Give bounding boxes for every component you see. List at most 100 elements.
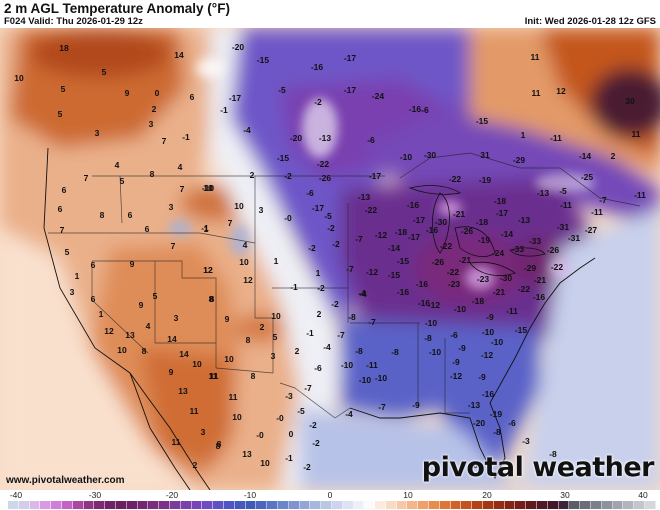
anomaly-value-label: -16 — [406, 199, 420, 210]
anomaly-value-label: -17 — [228, 92, 242, 103]
anomaly-value-label: -20 — [231, 41, 245, 52]
colorbar-swatch — [634, 501, 646, 509]
anomaly-value-label: -4 — [358, 287, 366, 298]
anomaly-value-label: 12 — [243, 274, 253, 285]
anomaly-value-label: -13 — [357, 191, 371, 202]
anomaly-value-label: -10 — [374, 372, 388, 383]
colorbar-swatch — [245, 501, 257, 509]
anomaly-value-label: -31 — [556, 221, 570, 232]
anomaly-value-label: 3 — [173, 312, 179, 323]
anomaly-value-label: -33 — [511, 243, 525, 254]
colorbar-swatch — [547, 501, 559, 509]
colorbar-tick-label: -40 — [9, 490, 23, 500]
anomaly-value-label: -7 — [346, 263, 354, 274]
anomaly-value-label: 7 — [83, 172, 89, 183]
anomaly-value-label: -16 — [532, 291, 546, 302]
anomaly-value-label: -11 — [634, 189, 646, 200]
anomaly-value-label: -11 — [366, 359, 378, 370]
anomaly-value-label: 11 — [530, 51, 540, 62]
anomaly-value-label: -26 — [431, 256, 445, 267]
colorbar-swatch — [591, 501, 602, 509]
anomaly-value-label: 11 — [228, 391, 238, 402]
anomaly-value-label: -30 — [499, 272, 513, 283]
anomaly-value-label: 11 — [208, 370, 218, 381]
anomaly-value-label: -12 — [480, 349, 494, 360]
colorbar-swatch — [18, 501, 30, 509]
anomaly-value-label: 3 — [200, 426, 206, 437]
anomaly-value-label: 2 — [610, 150, 616, 161]
colorbar-swatch — [256, 501, 268, 509]
anomaly-value-label: -24 — [491, 247, 505, 258]
anomaly-value-label: 8 — [216, 438, 222, 449]
anomaly-value-label: -6 — [470, 459, 478, 470]
colorbar-swatch — [493, 501, 505, 509]
map-header: 2 m AGL Temperature Anomaly (°F) F024 Va… — [0, 0, 660, 28]
anomaly-value-label: 5 — [57, 108, 63, 119]
anomaly-value-label: -4 — [359, 288, 367, 299]
colorbar-swatch — [29, 501, 41, 509]
colorbar-swatch — [461, 501, 473, 509]
anomaly-shading — [0, 28, 660, 490]
anomaly-value-label: -10 — [399, 151, 413, 162]
anomaly-value-label: -8 — [355, 345, 363, 356]
anomaly-value-label: -10 — [340, 359, 354, 370]
anomaly-value-label: -0 — [256, 429, 264, 440]
anomaly-value-label: -9 — [458, 342, 466, 353]
anomaly-value-label: -8 — [549, 448, 557, 459]
colorbar-swatch — [40, 501, 52, 509]
anomaly-value-label: -17 — [343, 84, 357, 95]
colorbar-swatch — [126, 501, 138, 509]
anomaly-value-label: 6 — [144, 223, 150, 234]
anomaly-value-label: -6 — [306, 187, 314, 198]
anomaly-value-label: 10 — [117, 344, 127, 355]
colorbar-tick-label: 10 — [403, 490, 413, 500]
anomaly-value-label: 3 — [69, 286, 75, 297]
anomaly-value-label: 3 — [94, 127, 100, 138]
anomaly-value-label: -1 — [220, 104, 228, 115]
anomaly-value-label: -14 — [578, 150, 592, 161]
anomaly-value-label: -9 — [412, 399, 420, 410]
anomaly-value-label: -22 — [517, 283, 531, 294]
anomaly-value-label: -21 — [458, 254, 472, 265]
anomaly-value-label: 0 — [154, 87, 160, 98]
anomaly-value-label: 10 — [271, 310, 281, 321]
anomaly-value-label: 7 — [227, 217, 233, 228]
anomaly-value-label: -8 — [391, 346, 399, 357]
anomaly-value-label: -16 — [396, 286, 410, 297]
anomaly-value-label: 11 — [171, 436, 181, 447]
anomaly-value-label: 13 — [178, 385, 188, 396]
anomaly-value-label: -10 — [201, 182, 215, 193]
anomaly-value-label: -11 — [591, 206, 603, 217]
anomaly-value-label: -10 — [490, 336, 504, 347]
anomaly-value-label: 8 — [149, 168, 155, 179]
colorbar-swatch — [202, 501, 214, 509]
anomaly-value-label: -11 — [550, 132, 562, 143]
anomaly-value-label: -3 — [285, 390, 293, 401]
colorbar-swatch — [439, 501, 451, 509]
anomaly-value-label: 2 — [192, 459, 198, 470]
anomaly-value-label: 14 — [167, 333, 177, 344]
anomaly-value-label: 12 — [104, 325, 114, 336]
anomaly-value-label: 1 — [520, 129, 526, 140]
anomaly-value-label: -6 — [367, 134, 375, 145]
colorbar-swatch — [94, 501, 106, 509]
anomaly-value-label: 12 — [556, 85, 566, 96]
anomaly-value-label: 8 — [208, 293, 214, 304]
anomaly-value-label: 10 — [203, 182, 213, 193]
colorbar-swatch — [515, 501, 527, 509]
anomaly-value-label: 6 — [127, 209, 133, 220]
anomaly-value-label: -31 — [567, 232, 581, 243]
anomaly-value-label: 7 — [59, 224, 65, 235]
anomaly-value-label: 8 — [99, 209, 105, 220]
anomaly-value-label: -10 — [358, 374, 372, 385]
colorbar-swatch — [299, 501, 311, 509]
colorbar-swatch — [396, 501, 408, 509]
anomaly-value-label: 8 — [141, 345, 147, 356]
anomaly-value-label: -11 — [560, 199, 572, 210]
website-url[interactable]: www.pivotalweather.com — [6, 475, 125, 486]
colorbar-swatch — [51, 501, 62, 509]
colorbar-swatch — [321, 501, 332, 509]
valid-time: F024 Valid: Thu 2026-01-29 12z — [4, 16, 143, 27]
anomaly-value-label: 7 — [170, 240, 176, 251]
anomaly-value-label: 6 — [57, 203, 63, 214]
